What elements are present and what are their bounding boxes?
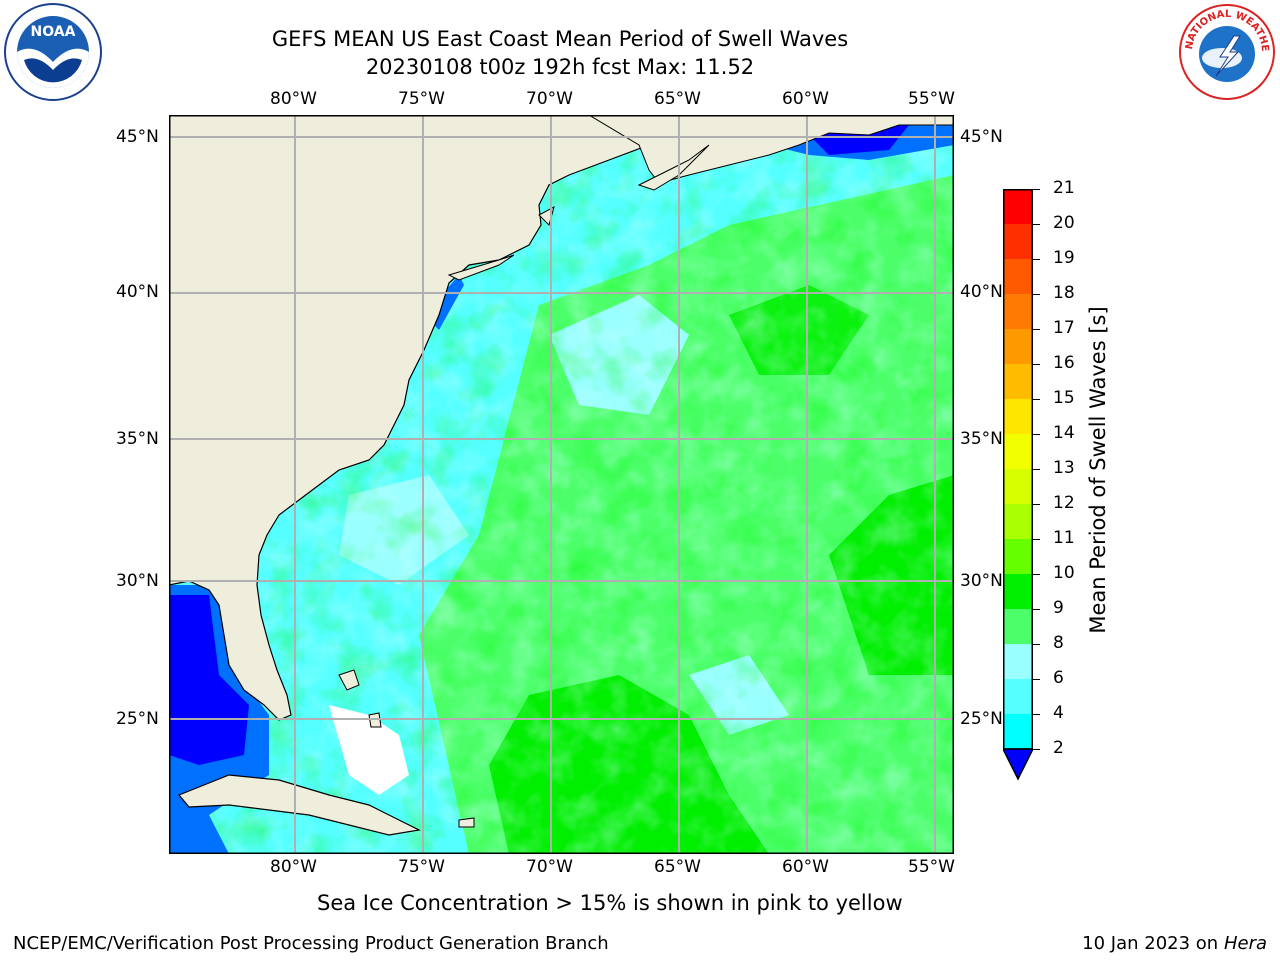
colorbar-segment (1003, 259, 1033, 294)
colorbar-tick-label: 12 (1053, 493, 1075, 513)
colorbar-tick (1033, 328, 1040, 330)
lon-label-top: 70°W (526, 89, 573, 109)
colorbar-tick (1033, 713, 1040, 715)
colorbar-outline (1003, 189, 1033, 750)
colorbar-tick (1033, 223, 1040, 225)
colorbar-segment (1003, 329, 1033, 364)
lon-label-bottom: 75°W (398, 857, 445, 877)
colorbar-segment (1003, 189, 1033, 224)
colorbar-segment (1003, 434, 1033, 469)
colorbar-segment (1003, 609, 1033, 644)
lat-label-left: 40°N (116, 282, 159, 302)
footer-machine: Hera (1223, 933, 1267, 954)
colorbar-segment (1003, 574, 1033, 609)
colorbar-tick (1033, 188, 1040, 190)
lat-label-right: 40°N (960, 282, 1003, 302)
lon-label-top: 55°W (908, 89, 955, 109)
colorbar-segment (1003, 679, 1033, 714)
colorbar-segment (1003, 364, 1033, 399)
colorbar-tick-label: 14 (1053, 423, 1075, 443)
lon-label-top: 75°W (398, 89, 445, 109)
colorbar-tick (1033, 503, 1040, 505)
lat-label-right: 45°N (960, 127, 1003, 147)
noaa-logo: NOAA (2, 2, 104, 102)
colorbar-segment (1003, 504, 1033, 539)
colorbar-tick (1033, 363, 1040, 365)
nws-logo: NATIONAL WEATHER SERVICE (1172, 0, 1278, 102)
colorbar-segment (1003, 644, 1033, 679)
chart-title: GEFS MEAN US East Coast Mean Period of S… (271, 27, 849, 51)
footer-credit: NCEP/EMC/Verification Post Processing Pr… (13, 933, 609, 954)
lon-label-top: 60°W (782, 89, 829, 109)
colorbar-tick (1033, 748, 1040, 750)
colorbar-segment (1003, 294, 1033, 329)
lon-label-bottom: 65°W (654, 857, 701, 877)
lon-label-top: 65°W (654, 89, 701, 109)
colorbar-extend-triangle (1001, 748, 1035, 781)
lon-label-top: 80°W (270, 89, 317, 109)
colorbar-tick-label: 15 (1053, 388, 1075, 408)
lon-label-bottom: 70°W (526, 857, 573, 877)
colorbar-tick-label: 6 (1053, 668, 1064, 688)
colorbar-tick-label: 4 (1053, 703, 1064, 723)
svg-text:NOAA: NOAA (31, 24, 76, 40)
lat-label-right: 30°N (960, 571, 1003, 591)
colorbar-tick (1033, 258, 1040, 260)
colorbar-tick (1033, 573, 1040, 575)
colorbar-tick-label: 10 (1053, 563, 1075, 583)
colorbar-tick-label: 13 (1053, 458, 1075, 478)
lat-label-left: 25°N (116, 709, 159, 729)
lon-label-bottom: 55°W (908, 857, 955, 877)
colorbar-segment (1003, 539, 1033, 574)
colorbar-tick-label: 8 (1053, 633, 1064, 653)
colorbar-tick-label: 2 (1053, 738, 1064, 758)
colorbar-tick (1033, 538, 1040, 540)
footer-date: 10 Jan 2023 on Hera (1082, 933, 1267, 954)
colorbar-tick-label: 11 (1053, 528, 1075, 548)
colorbar-tick-label: 18 (1053, 283, 1075, 303)
colorbar-tick (1033, 293, 1040, 295)
lon-label-bottom: 60°W (782, 857, 829, 877)
colorbar-tick-label: 21 (1053, 178, 1075, 198)
sea-ice-note: Sea Ice Concentration > 15% is shown in … (317, 891, 903, 915)
colorbar-tick (1033, 468, 1040, 470)
colorbar-tick-label: 16 (1053, 353, 1075, 373)
lat-label-left: 30°N (116, 571, 159, 591)
lat-label-right: 25°N (960, 709, 1003, 729)
chart-subtitle: 20230108 t00z 192h fcst Max: 11.52 (365, 55, 755, 79)
footer-date-text: 10 Jan 2023 on (1082, 933, 1224, 954)
colorbar-tick (1033, 608, 1040, 610)
colorbar-label: Mean Period of Swell Waves [s] (1086, 306, 1110, 634)
colorbar-tick (1033, 433, 1040, 435)
colorbar-tick (1033, 398, 1040, 400)
colorbar (1001, 189, 1035, 784)
swell-period-map (168, 114, 955, 854)
lat-label-left: 35°N (116, 429, 159, 449)
colorbar-segment (1003, 224, 1033, 259)
colorbar-tick-label: 9 (1053, 598, 1064, 618)
colorbar-tick-label: 17 (1053, 318, 1075, 338)
colorbar-segment (1003, 469, 1033, 504)
colorbar-segment (1003, 714, 1033, 749)
lat-label-right: 35°N (960, 429, 1003, 449)
colorbar-tick (1033, 643, 1040, 645)
colorbar-segment (1003, 399, 1033, 434)
lon-label-bottom: 80°W (270, 857, 317, 877)
lat-label-left: 45°N (116, 127, 159, 147)
colorbar-tick-label: 20 (1053, 213, 1075, 233)
colorbar-tick-label: 19 (1053, 248, 1075, 268)
colorbar-tick (1033, 678, 1040, 680)
